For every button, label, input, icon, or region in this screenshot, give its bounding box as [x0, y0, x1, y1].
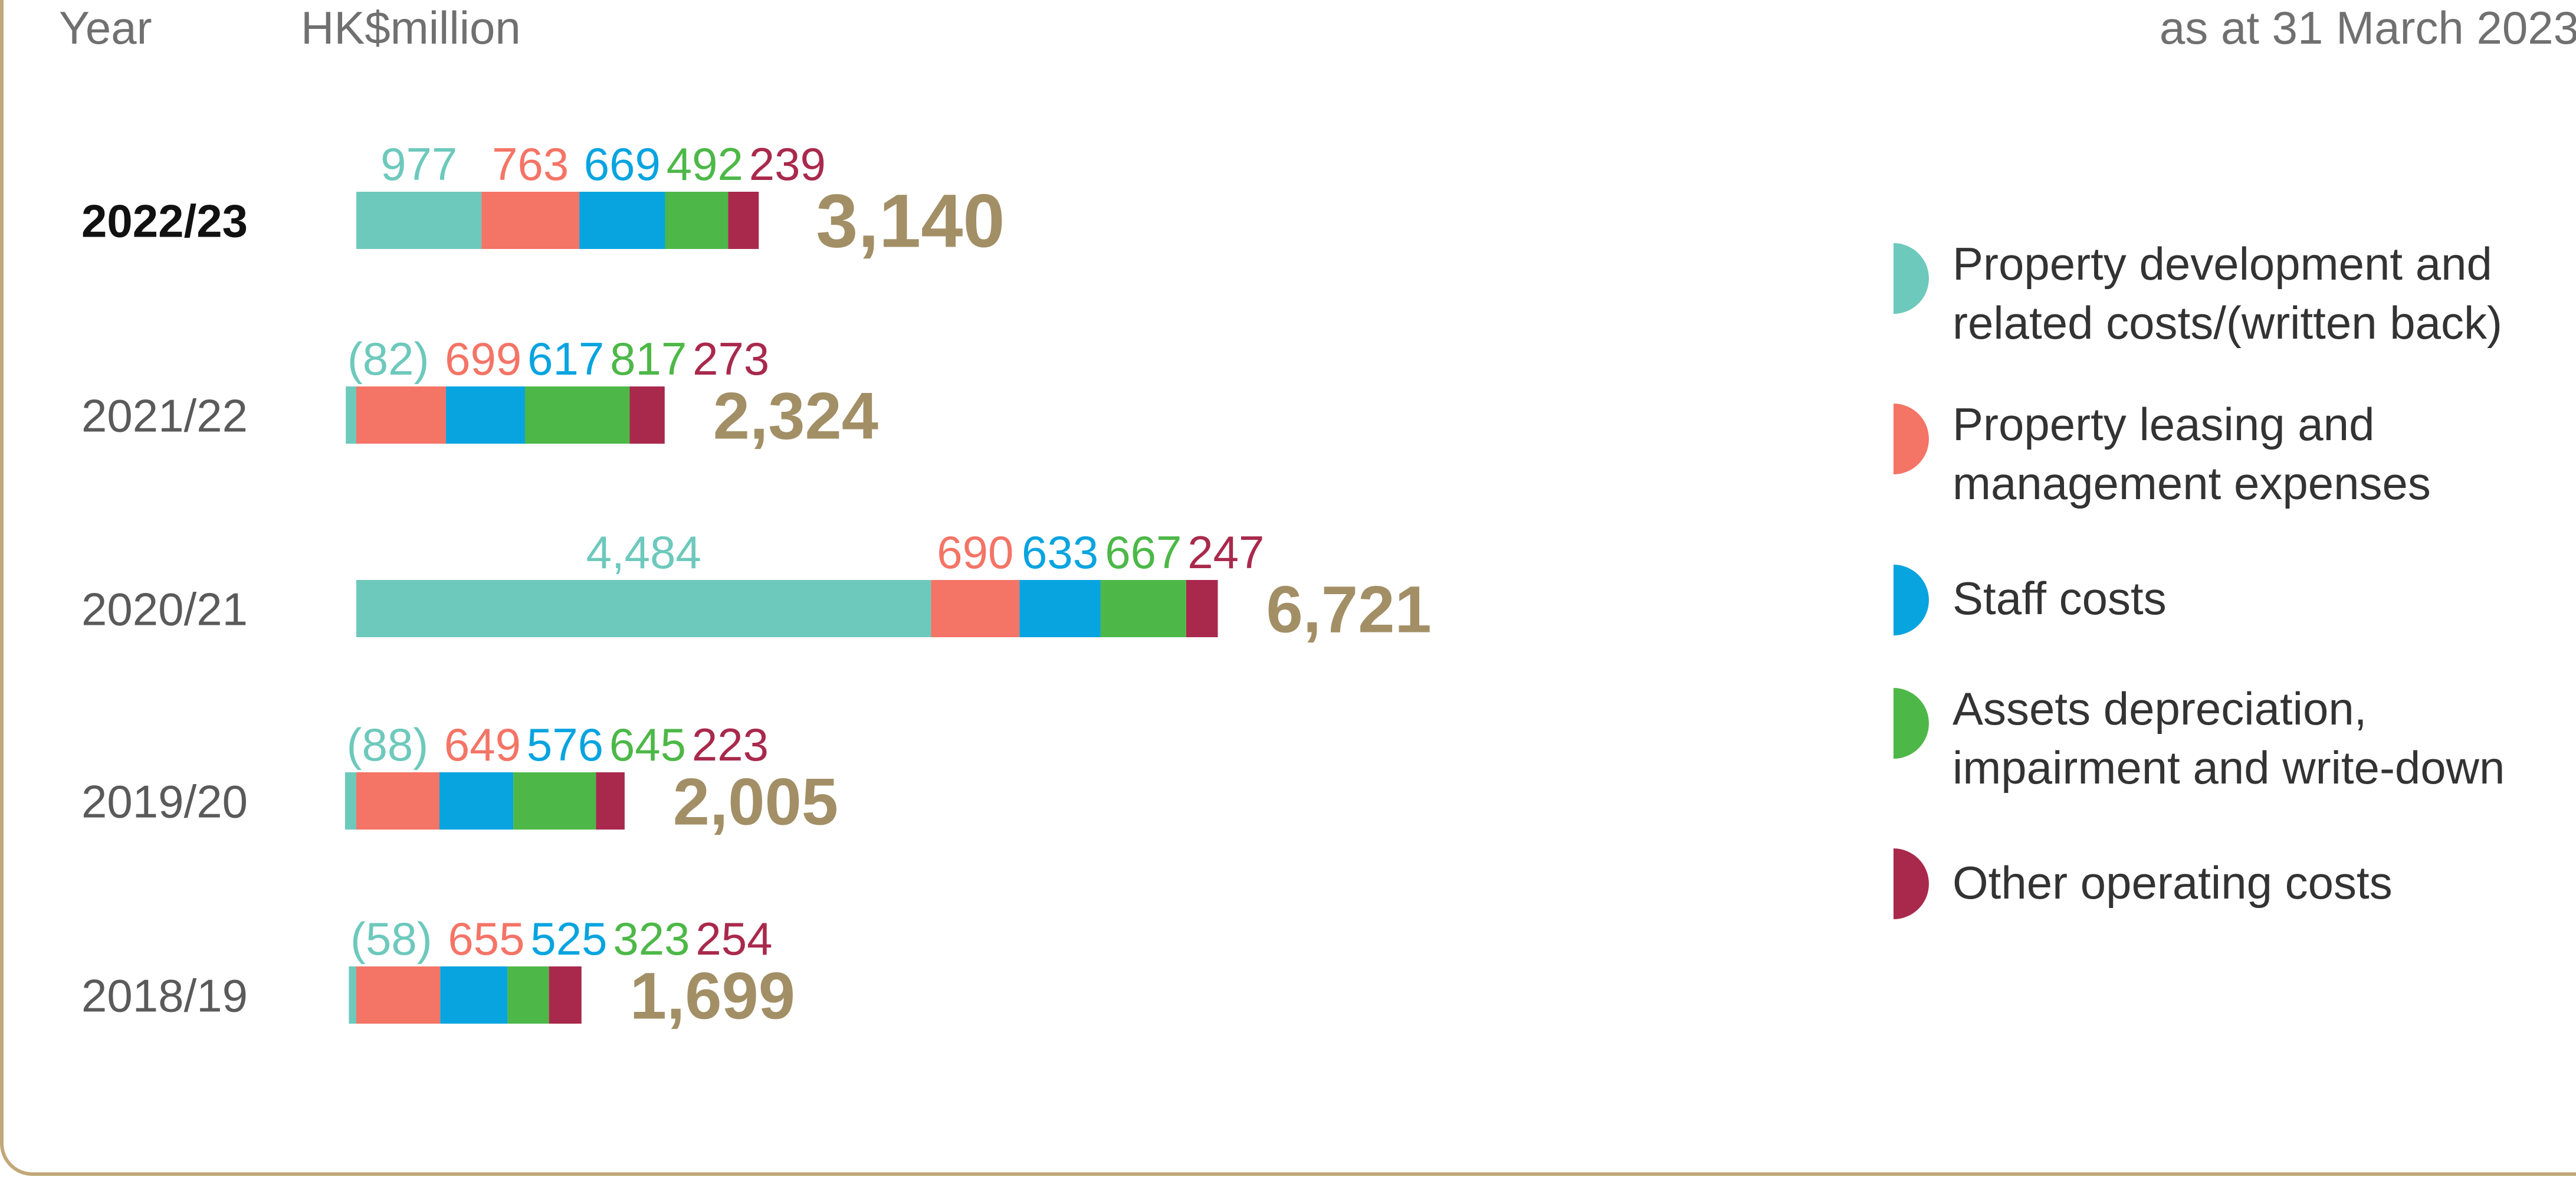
bar-segment-2021-22-other-operating-costs — [629, 386, 665, 444]
bar-segment-2019-20-assets-depreciation-impa — [513, 772, 596, 830]
data-label-2018-19-2: 525 — [530, 913, 607, 965]
data-label-2020-21-4: 247 — [1187, 526, 1264, 578]
data-label-2018-19-3: 323 — [613, 913, 690, 965]
legend-label-other-operating-costs: Other operating costs — [1952, 857, 2393, 909]
total-label-2020-21: 6,721 — [1266, 573, 1432, 647]
year-label-2018-19: 2018/19 — [81, 970, 248, 1022]
data-label-2022-23-1: 763 — [492, 138, 569, 190]
bar-segment-2022-23-property-development-and — [356, 192, 482, 249]
data-label-2022-23-3: 492 — [667, 138, 743, 190]
data-label-2021-22-4: 273 — [693, 333, 769, 385]
data-label-2018-19-0: (58) — [350, 913, 432, 965]
bar-segment-2022-23-staff-costs — [579, 192, 665, 249]
bar-segment-2018-19-other-operating-costs — [549, 966, 582, 1024]
year-label-2021-22: 2021/22 — [81, 390, 248, 442]
bar-segment-2020-21-staff-costs — [1019, 580, 1101, 637]
data-label-2020-21-2: 633 — [1022, 526, 1098, 578]
bar-segment-2020-21-assets-depreciation-impa — [1100, 580, 1186, 637]
bar-segment-2018-19-property-development-and — [349, 966, 356, 1024]
data-label-2021-22-0: (82) — [347, 333, 429, 385]
as-at-date: as at 31 March 2023 — [2159, 2, 2576, 54]
data-label-2021-22-1: 699 — [445, 333, 521, 385]
legend-swatch-other-operating-costs — [1894, 848, 1929, 919]
year-label-2022-23: 2022/23 — [81, 195, 248, 247]
data-label-2019-20-3: 645 — [609, 719, 686, 771]
data-label-2019-20-1: 649 — [444, 719, 521, 771]
total-label-2018-19: 1,699 — [630, 959, 795, 1033]
data-label-2019-20-0: (88) — [347, 719, 429, 771]
bar-segment-2019-20-other-operating-costs — [596, 772, 625, 830]
data-label-2020-21-1: 690 — [937, 526, 1013, 578]
bar-segment-2021-22-staff-costs — [445, 386, 525, 444]
data-label-2022-23-0: 977 — [380, 138, 457, 190]
legend-swatch-property-leasing — [1894, 404, 1929, 474]
legend-label-assets-depreciation: Assets depreciation, impairment and writ… — [1952, 683, 2505, 794]
bar-segment-2020-21-property-leasing-and-man — [931, 580, 1020, 637]
bar-segment-2021-22-property-leasing-and-man — [356, 386, 446, 444]
legend-label-staff-costs: Staff costs — [1952, 572, 2167, 624]
data-label-2021-22-3: 817 — [610, 333, 687, 385]
year-label-2020-21: 2020/21 — [81, 584, 248, 635]
unit-label: HK$million — [301, 2, 521, 54]
data-label-2019-20-4: 223 — [692, 719, 769, 771]
data-label-2022-23-4: 239 — [749, 138, 826, 190]
bar-segment-2022-23-assets-depreciation-impa — [665, 192, 729, 249]
bar-segment-2019-20-staff-costs — [439, 772, 514, 830]
data-label-2019-20-2: 576 — [527, 719, 603, 771]
data-label-2020-21-0: 4,484 — [586, 526, 701, 578]
bar-segment-2022-23-property-leasing-and-man — [481, 192, 580, 249]
bar-segment-2022-23-other-operating-costs — [728, 192, 759, 249]
legend-label-property-development: Property development and related costs/(… — [1952, 238, 2503, 349]
bar-segment-2019-20-property-development-and — [344, 772, 356, 830]
legend-swatch-assets-depreciation — [1894, 688, 1929, 759]
total-label-2022-23: 3,140 — [816, 179, 1005, 264]
data-label-2018-19-1: 655 — [448, 913, 524, 965]
bar-segment-2019-20-property-leasing-and-man — [356, 772, 439, 830]
bar-segment-2018-19-property-leasing-and-man — [356, 966, 441, 1024]
data-label-2020-21-3: 667 — [1105, 526, 1182, 578]
legend-swatch-staff-costs — [1894, 565, 1929, 635]
data-label-2021-22-2: 617 — [527, 333, 604, 385]
data-label-2022-23-2: 669 — [584, 138, 661, 190]
bar-segment-2020-21-other-operating-costs — [1186, 580, 1218, 637]
legend-swatch-property-development — [1894, 243, 1929, 314]
bar-segment-2021-22-assets-depreciation-impa — [525, 386, 630, 444]
bar-segment-2020-21-property-development-and — [356, 580, 931, 637]
bar-segment-2021-22-property-development-and — [346, 386, 356, 444]
total-label-2021-22: 2,324 — [713, 379, 878, 453]
total-label-2019-20: 2,005 — [673, 765, 838, 839]
data-label-2018-19-4: 254 — [695, 913, 772, 965]
year-label-2019-20: 2019/20 — [81, 776, 248, 828]
bar-segment-2018-19-assets-depreciation-impa — [507, 966, 549, 1024]
year-column-header: Year — [59, 2, 152, 54]
legend-label-property-leasing: Property leasing and management expenses — [1952, 398, 2431, 509]
bar-segment-2018-19-staff-costs — [440, 966, 508, 1024]
